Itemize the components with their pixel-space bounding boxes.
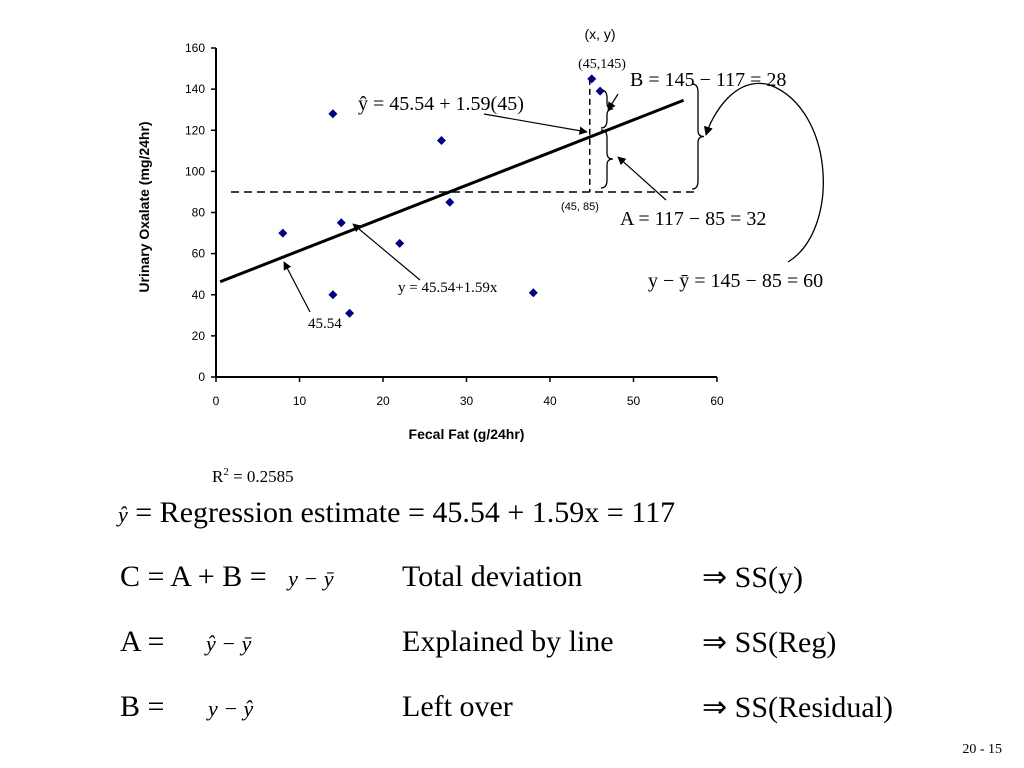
leftover-math: y − ŷ: [207, 696, 254, 721]
regression-chart: 0 20 40 60 80 100 120 140 160 0 10 20 30 40 50 60 Fecal …: [136, 26, 824, 486]
r-squared-label: R2 = 0.2585: [212, 466, 294, 486]
implies-icon: ⇒: [702, 691, 728, 724]
yhat-symbol: ŷ: [118, 502, 128, 527]
explained-row: A = ŷ − ȳ: [120, 625, 251, 659]
explained-math: ŷ − ȳ: [205, 631, 252, 656]
regression-line: [219, 98, 685, 284]
leftover-row: B = y − ŷ: [120, 690, 253, 724]
y-tick-label: 40: [192, 288, 206, 302]
c-brace: [691, 83, 705, 190]
x-tick-label: 50: [627, 394, 641, 408]
data-point: [436, 136, 446, 146]
data-point: [336, 218, 346, 228]
regression-estimate-text: = Regression estimate = 45.54 + 1.59x = …: [135, 496, 676, 529]
data-point: [345, 308, 355, 318]
data-point: [595, 86, 605, 96]
regression-estimate-row: ŷ = Regression estimate = 45.54 + 1.59x …: [118, 496, 675, 530]
line-eq-arrow: [352, 223, 421, 281]
data-point: [528, 288, 538, 298]
y-tick-label: 120: [185, 123, 205, 137]
point-label: (45,145): [578, 57, 626, 72]
leftover-result: ⇒ SS(Residual): [702, 690, 893, 725]
explained-desc: Explained by line: [402, 625, 614, 658]
implies-icon: ⇒: [702, 626, 728, 659]
a-equation: A = 117 − 85 = 32: [620, 208, 766, 230]
regression-equation: y = 45.54+1.59x: [398, 280, 498, 296]
data-point: [328, 109, 338, 119]
ss-reg-label: SS(Reg): [734, 626, 837, 659]
x-tick-label: 20: [376, 394, 390, 408]
b-arrow: [607, 93, 619, 111]
intercept-arrow: [283, 261, 311, 313]
y-tick-label: 100: [185, 164, 205, 178]
x-axis-label: Fecal Fat (g/24hr): [409, 426, 525, 442]
total-deviation-math: y − ȳ: [288, 566, 334, 591]
yhat-equation: ŷ = 45.54 + 1.59(45): [358, 93, 524, 115]
leftover-left: B =: [120, 690, 165, 723]
y-tick-label: 60: [192, 247, 206, 261]
b-equation: B = 145 − 117 = 28: [630, 69, 786, 91]
x-tick-label: 10: [293, 394, 307, 408]
x-tick-label: 40: [543, 394, 557, 408]
data-point: [445, 197, 455, 207]
ss-residual-label: SS(Residual): [734, 691, 893, 724]
data-point: [328, 290, 338, 300]
total-deviation-result: ⇒ SS(y): [702, 560, 803, 595]
x-tick-label: 60: [710, 394, 724, 408]
a-brace: [600, 129, 614, 189]
data-point: [587, 74, 597, 84]
connector-curve: [703, 82, 824, 263]
xy-label: (x, y): [584, 26, 615, 42]
x-tick-label: 0: [213, 394, 220, 408]
ss-y-label: SS(y): [734, 561, 803, 594]
deviation-equation: y − ȳ = 145 − 85 = 60: [648, 270, 823, 292]
total-deviation-desc: Total deviation: [402, 560, 583, 593]
y-tick-label: 160: [185, 41, 205, 55]
total-deviation-row: C = A + B = y − ȳ: [120, 560, 334, 594]
y-tick-label: 0: [198, 370, 205, 384]
b-brace: [600, 89, 614, 129]
small-point-label: (45, 85): [561, 201, 599, 213]
y-tick-label: 140: [185, 82, 205, 96]
explained-result: ⇒ SS(Reg): [702, 625, 836, 660]
data-point: [395, 238, 405, 248]
a-arrow: [617, 156, 667, 201]
data-point: [278, 228, 288, 238]
explained-left: A =: [120, 625, 165, 658]
implies-icon: ⇒: [702, 561, 728, 594]
y-tick-label: 20: [192, 329, 206, 343]
y-tick-label: 80: [192, 206, 206, 220]
intercept-label: 45.54: [308, 316, 342, 332]
slide-number: 20 - 15: [962, 742, 1002, 757]
leftover-desc: Left over: [402, 690, 513, 723]
y-axis-label: Urinary Oxalate (mg/24hr): [136, 121, 152, 292]
x-tick-label: 30: [460, 394, 474, 408]
yhat-arrow: [483, 113, 588, 135]
total-deviation-left: C = A + B =: [120, 560, 267, 593]
